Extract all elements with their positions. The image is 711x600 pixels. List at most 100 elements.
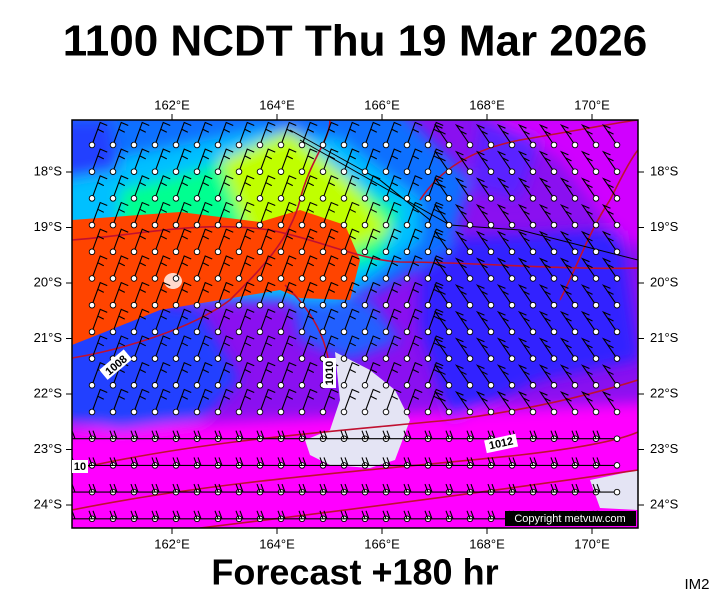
- wind-station: [151, 382, 159, 389]
- wind-station: [298, 408, 306, 416]
- wind-barb: [151, 457, 176, 466]
- wind-station: [382, 355, 390, 362]
- wind-barb: [259, 388, 276, 413]
- wind-barb: [196, 175, 213, 199]
- wind-barb: [319, 457, 344, 466]
- wind-barb: [445, 430, 470, 440]
- wind-barb: [559, 364, 576, 386]
- isobar-label: 10: [74, 461, 86, 473]
- wind-barb: [259, 255, 276, 279]
- wind-barb: [385, 175, 402, 199]
- wind-barb: [517, 337, 534, 359]
- wind-station: [109, 221, 117, 229]
- wind-station: [445, 382, 453, 389]
- wind-barb: [91, 228, 108, 252]
- wind-barb: [466, 483, 491, 493]
- wind-barb: [385, 255, 402, 279]
- wind-barb: [301, 148, 318, 172]
- wind-barb: [133, 121, 150, 146]
- wind-barb: [454, 257, 471, 279]
- wind-barb: [580, 257, 597, 279]
- wind-barb: [580, 337, 597, 359]
- wind-barb: [172, 457, 197, 466]
- wind-barb: [475, 123, 492, 146]
- wind-barb: [196, 255, 213, 279]
- wind-station: [529, 408, 537, 416]
- wind-station: [508, 382, 516, 389]
- wind-station: [550, 248, 558, 256]
- wind-station: [445, 195, 453, 202]
- wind-barb: [112, 201, 129, 226]
- wind-barb: [298, 483, 323, 493]
- wind-barb: [175, 175, 192, 199]
- wind-barb: [133, 308, 150, 333]
- wind-barb: [364, 362, 381, 386]
- wind-station: [466, 328, 474, 336]
- wind-barb: [601, 364, 618, 386]
- lon-label: 168°E: [469, 536, 505, 551]
- wind-barb: [559, 257, 576, 279]
- wind-station: [193, 248, 201, 256]
- wind-barb: [91, 121, 108, 146]
- lon-label: 162°E: [154, 536, 190, 551]
- wind-station: [235, 301, 243, 309]
- wind-barb: [172, 483, 197, 493]
- wind-barb: [91, 335, 108, 359]
- wind-station: [445, 221, 453, 229]
- wind-barb: [559, 177, 576, 199]
- lon-label: 168°E: [469, 97, 505, 112]
- wind-station: [424, 328, 432, 336]
- wind-barb: [112, 175, 129, 199]
- wind-barb: [259, 281, 276, 306]
- wind-station: [151, 168, 159, 175]
- wind-station: [256, 301, 264, 309]
- wind-barb: [112, 388, 129, 413]
- wind-barb: [559, 310, 576, 333]
- wind-barb: [601, 123, 618, 146]
- wind-barb: [580, 284, 597, 306]
- wind-barb: [517, 177, 534, 199]
- wind-station: [88, 328, 96, 336]
- wind-barb: [343, 388, 360, 413]
- wind-barb: [91, 281, 108, 306]
- lon-label: 164°E: [259, 97, 295, 112]
- wind-station: [256, 328, 264, 336]
- wind-barb: [406, 335, 423, 359]
- wind-station: [487, 382, 495, 389]
- wind-station: [172, 248, 180, 256]
- wind-barb: [280, 388, 297, 413]
- wind-barb: [175, 121, 192, 146]
- wind-barb: [427, 281, 444, 306]
- wind-barb: [154, 121, 171, 146]
- wind-station: [235, 221, 243, 229]
- wind-barb: [235, 457, 260, 466]
- wind-barb: [364, 335, 381, 359]
- wind-station: [172, 382, 180, 389]
- wind-station: [298, 275, 306, 282]
- copyright: Copyright metvuw.com: [514, 513, 625, 525]
- wind-barb: [280, 281, 297, 306]
- wind-barb: [301, 308, 318, 333]
- wind-barb: [112, 308, 129, 333]
- wind-barb: [580, 123, 597, 146]
- wind-station: [571, 382, 579, 389]
- wind-barb: [214, 457, 239, 466]
- wind-station: [340, 382, 348, 389]
- wind-station: [109, 168, 117, 175]
- wind-barb: [196, 281, 213, 306]
- wind-station: [424, 168, 432, 175]
- wind-barb: [433, 150, 450, 173]
- wind-station: [340, 168, 348, 175]
- wind-station: [487, 195, 495, 202]
- wind-barb: [487, 483, 512, 493]
- wind-barb: [517, 284, 534, 306]
- wind-station: [340, 301, 348, 309]
- wind-station: [130, 221, 138, 229]
- wind-station: [550, 141, 558, 149]
- wind-station: [340, 328, 348, 336]
- isobar-label: 1010: [324, 361, 336, 385]
- wind-station: [613, 141, 621, 149]
- wind-station: [487, 301, 495, 309]
- wind-barb: [529, 430, 554, 440]
- wind-barb: [133, 148, 150, 172]
